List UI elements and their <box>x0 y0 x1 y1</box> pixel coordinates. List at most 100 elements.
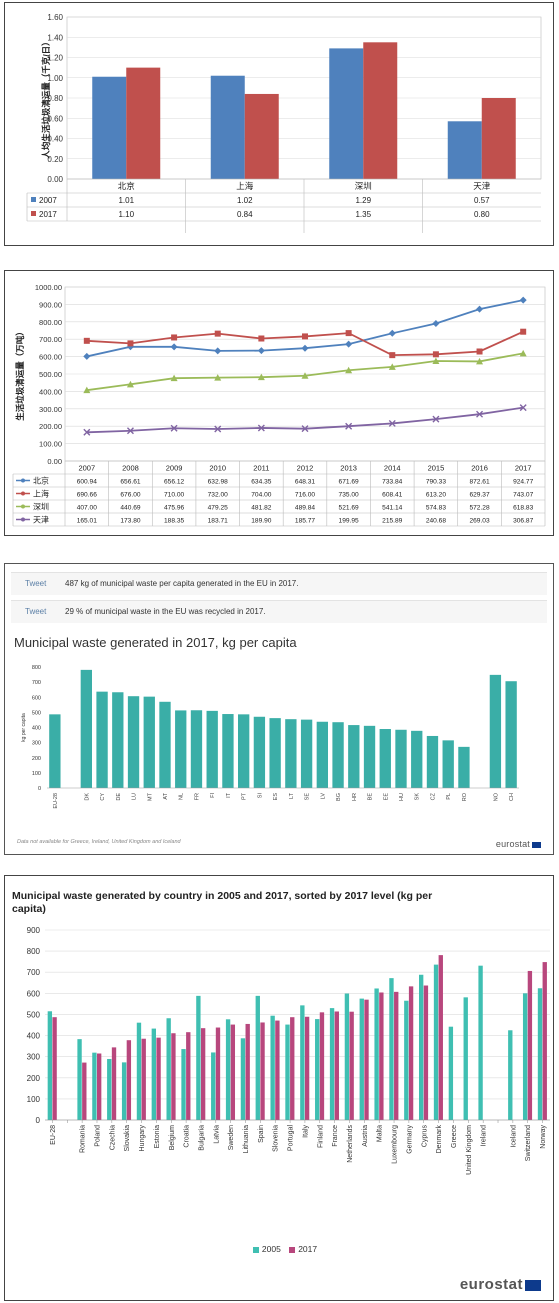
bar <box>166 1018 171 1120</box>
x-tick-label: MT <box>147 792 153 801</box>
bar <box>418 974 424 1120</box>
table-value: 634.35 <box>251 479 272 486</box>
tweet-row-2[interactable]: Tweet 29 % of municipal waste in the EU … <box>11 600 547 623</box>
x-tick-label: Iceland <box>510 1125 517 1148</box>
table-value: 574.83 <box>426 505 447 512</box>
bar <box>112 692 124 788</box>
y-tick-label: 900.00 <box>39 300 62 309</box>
x-tick-label: United Kingdom <box>466 1125 473 1175</box>
x-tick-label: Latvia <box>213 1125 220 1144</box>
table-value: 440.69 <box>120 505 141 512</box>
x-tick-label: SE <box>305 793 311 801</box>
y-tick-label: 100 <box>32 771 41 777</box>
bar <box>423 985 429 1120</box>
x-category-label: 2012 <box>297 464 314 473</box>
data-point <box>127 340 134 347</box>
bar <box>253 716 266 788</box>
x-tick-label: France <box>332 1125 339 1147</box>
y-tick-label: 200.00 <box>39 422 62 431</box>
y-tick-label: 500 <box>32 710 41 716</box>
table-value: 1.02 <box>237 196 253 205</box>
y-tick-label: 500.00 <box>39 370 62 379</box>
data-point <box>170 374 178 382</box>
bar <box>458 746 470 788</box>
x-tick-label: CH <box>509 793 515 801</box>
y-axis-label: 生活垃圾清运量（万吨） <box>15 327 25 421</box>
legend-swatch-2005 <box>252 1246 259 1253</box>
legend-label: 北京 <box>33 476 49 486</box>
x-tick-label: IT <box>226 792 232 798</box>
city-per-capita-chart: 0.00 0.20 0.40 0.60 0.80 1.00 1.20 1.40 1.60 人均生活… <box>26 13 542 233</box>
table-value: 407.00 <box>77 505 98 512</box>
data-point <box>257 373 265 381</box>
chart-panel-city-totals: 0.00 100.00 200.00 300.00 400.00 500.00 600.00… <box>4 270 554 536</box>
bar <box>151 1028 156 1120</box>
data-point <box>257 347 265 355</box>
tweet-row-1[interactable]: Tweet 487 kg of municipal waste per capi… <box>11 572 547 595</box>
x-tick-label: Norway <box>540 1125 547 1149</box>
table-value: 600.94 <box>77 479 98 486</box>
y-tick-label: 500 <box>27 1010 41 1019</box>
data-point <box>345 340 353 348</box>
table-value: 735.00 <box>339 492 360 499</box>
data-point <box>257 424 265 432</box>
bar <box>300 1005 305 1120</box>
legend-label: 上海 <box>33 489 49 499</box>
bar <box>411 730 423 788</box>
x-tick-label: Denmark <box>436 1125 443 1154</box>
city-totals-chart: 0.00 100.00 200.00 300.00 400.00 500.00 600.00… <box>12 283 546 527</box>
legend-label: 深圳 <box>33 502 49 512</box>
x-tick-label: Italy <box>302 1125 309 1138</box>
data-point <box>389 352 396 359</box>
x-category-label: 上海 <box>236 181 254 191</box>
bar <box>329 48 364 180</box>
bar <box>245 1023 250 1120</box>
chart-panel-eu-2005-2017: Municipal waste generated by country in … <box>4 875 554 1301</box>
bar <box>126 67 161 179</box>
data-point <box>83 428 91 436</box>
bar <box>426 735 439 788</box>
bar <box>505 681 517 788</box>
bar <box>542 962 547 1120</box>
y-tick-label: 0 <box>36 1116 41 1125</box>
bar <box>225 1019 231 1120</box>
data-point <box>476 348 483 355</box>
legend-marker <box>21 478 25 483</box>
bar <box>379 992 384 1120</box>
legend-marker <box>21 491 25 496</box>
x-tick-label: Switzerland <box>525 1125 532 1161</box>
data-point <box>302 333 308 340</box>
y-tick-label: 100.00 <box>39 440 62 449</box>
tweet-text: 487 kg of municipal waste per capita gen… <box>65 579 299 588</box>
table-value: 656.12 <box>164 479 185 486</box>
data-point <box>214 330 221 337</box>
tweet-link[interactable]: Tweet <box>25 607 47 616</box>
eu-2005-2017-chart: 0 100 200 300 400 500 600 700 800 900 EU-28 Romania… <box>27 926 550 1175</box>
x-category-label: 2016 <box>471 464 488 473</box>
y-tick-label: 800 <box>32 665 41 671</box>
data-point <box>432 415 440 423</box>
table-value: 1.10 <box>118 210 134 219</box>
table-value: 188.35 <box>164 518 185 525</box>
data-point <box>214 347 222 355</box>
legend-swatch <box>31 211 36 216</box>
bar <box>143 696 155 788</box>
x-tick-label: RO <box>462 792 468 801</box>
bar <box>92 1052 97 1120</box>
bar <box>126 1040 132 1120</box>
data-point <box>432 319 440 327</box>
bar <box>489 674 502 788</box>
x-tick-label: PT <box>242 792 248 800</box>
legend-swatch <box>31 197 36 202</box>
bar <box>363 42 398 179</box>
y-tick-label: 0.20 <box>47 155 63 164</box>
x-tick-label: NL <box>179 793 185 800</box>
tweet-link[interactable]: Tweet <box>25 579 47 588</box>
x-tick-label: FI <box>210 793 216 798</box>
x-tick-label: Ireland <box>481 1125 488 1147</box>
table-value: 183.71 <box>208 518 229 525</box>
x-tick-label: Malta <box>377 1125 384 1142</box>
table-value: 1.01 <box>118 196 134 205</box>
data-point <box>476 357 484 365</box>
x-category-label: 2017 <box>515 464 532 473</box>
